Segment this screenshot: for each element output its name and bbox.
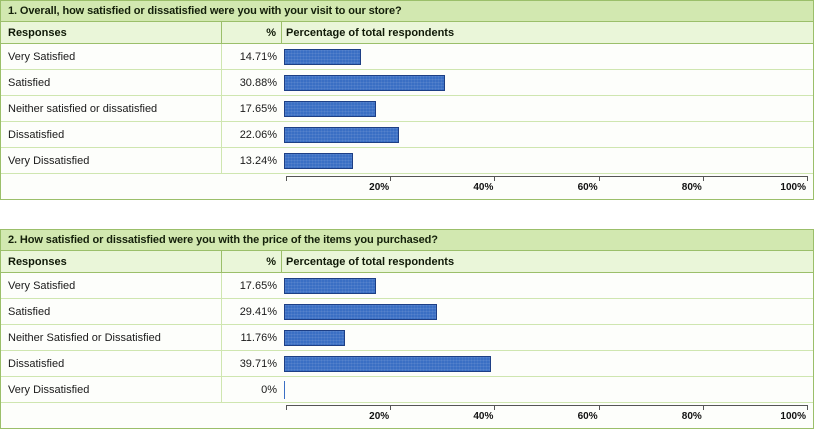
column-header-responses: Responses [1, 22, 222, 43]
response-label: Satisfied [1, 70, 222, 95]
response-percent: 30.88% [239, 76, 277, 89]
response-bar [284, 303, 438, 320]
axis-tick-label: 80% [681, 411, 702, 422]
table-row: Satisfied 30.88% [1, 70, 813, 96]
response-percent: 17.65% [239, 102, 277, 115]
question-header: 1. Overall, how satisfied or dissatisfie… [1, 1, 813, 22]
question-title: 2. How satisfied or dissatisfied were yo… [8, 234, 438, 246]
axis-tick [494, 176, 496, 181]
table-row: Very Satisfied 14.71% [1, 44, 813, 70]
response-bar [284, 48, 361, 65]
response-label: Satisfied [1, 299, 222, 324]
response-label: Neither Satisfied or Dissatisfied [1, 325, 222, 350]
response-bar [284, 380, 285, 399]
response-label: Very Dissatisfied [1, 377, 222, 402]
response-label: Very Satisfied [1, 44, 222, 69]
response-percent: 14.71% [239, 50, 277, 63]
response-bar [284, 126, 399, 143]
response-percent: 17.65% [239, 279, 277, 292]
question-title: 1. Overall, how satisfied or dissatisfie… [8, 5, 402, 17]
table-row: Satisfied 29.41% [1, 299, 813, 325]
response-label: Dissatisfied [1, 351, 222, 376]
column-header-percent: % [222, 22, 282, 43]
response-label: Very Dissatisfied [1, 148, 222, 173]
response-label: Neither satisfied or dissatisfied [1, 96, 222, 121]
table-row: Very Dissatisfied 0% [1, 377, 813, 403]
response-bar [284, 277, 376, 294]
response-rows: Very Satisfied 14.71% Satisfied 30.88% Neith… [1, 44, 813, 174]
table-row: Neither satisfied or dissatisfied 17.65% [1, 96, 813, 122]
table-row: Very Dissatisfied 13.24% [1, 148, 813, 174]
axis-row: 20% 40% 60% 80% 100% [1, 403, 813, 428]
axis-tick-label: 40% [473, 182, 494, 193]
survey-question-block: 1. Overall, how satisfied or dissatisfie… [0, 0, 814, 200]
response-percent: 0% [261, 383, 277, 396]
question-header: 2. How satisfied or dissatisfied were yo… [1, 230, 813, 251]
axis-tick [598, 176, 600, 181]
response-bar-cell [282, 299, 813, 324]
column-header-row: Responses % Percentage of total responde… [1, 251, 813, 273]
response-percent: 29.41% [239, 305, 277, 318]
axis-tick-label: 20% [369, 411, 390, 422]
axis-tick-label: 100% [780, 411, 806, 422]
response-label: Dissatisfied [1, 122, 222, 147]
response-label: Very Satisfied [1, 273, 222, 298]
axis-tick [390, 405, 392, 410]
response-percent: 13.24% [239, 154, 277, 167]
response-bar-cell [282, 96, 813, 121]
response-bar-cell [282, 148, 813, 173]
axis-tick [702, 405, 704, 410]
response-bar-cell [282, 44, 813, 69]
response-percent: 11.76% [240, 331, 278, 344]
axis-tick-label: 100% [780, 182, 806, 193]
response-bar [284, 152, 353, 169]
axis-tick-label: 60% [577, 182, 598, 193]
table-row: Dissatisfied 22.06% [1, 122, 813, 148]
column-header-chart: Percentage of total respondents [286, 26, 455, 39]
column-header-responses: Responses [1, 251, 222, 272]
axis-line [286, 405, 807, 406]
axis-tick-label: 80% [681, 182, 702, 193]
response-bar-cell [282, 122, 813, 147]
axis-tick [807, 176, 808, 181]
survey-question-block: 2. How satisfied or dissatisfied were yo… [0, 229, 814, 429]
table-row: Very Satisfied 17.65% [1, 273, 813, 299]
axis-tick-label: 60% [577, 411, 598, 422]
axis-tick-label: 40% [473, 411, 494, 422]
percentage-axis: 20% 40% 60% 80% 100% [286, 176, 808, 197]
column-header-chart: Percentage of total respondents [286, 255, 455, 268]
column-header-row: Responses % Percentage of total responde… [1, 22, 813, 44]
axis-tick [807, 405, 808, 410]
table-row: Neither Satisfied or Dissatisfied 11.76% [1, 325, 813, 351]
response-bar [284, 355, 491, 372]
response-bar-cell [282, 70, 813, 95]
axis-row: 20% 40% 60% 80% 100% [1, 174, 813, 199]
axis-tick [702, 176, 704, 181]
percentage-axis: 20% 40% 60% 80% 100% [286, 405, 808, 426]
response-bar-cell [282, 325, 813, 350]
response-bar-cell [282, 377, 813, 402]
table-row: Dissatisfied 39.71% [1, 351, 813, 377]
response-bar [284, 329, 346, 346]
axis-tick [494, 405, 496, 410]
axis-endcap [286, 176, 287, 181]
response-bar-cell [282, 351, 813, 376]
axis-endcap [286, 405, 287, 410]
response-bar [284, 100, 376, 117]
response-percent: 39.71% [239, 357, 277, 370]
response-bar [284, 74, 445, 91]
response-rows: Very Satisfied 17.65% Satisfied 29.41% Neith… [1, 273, 813, 403]
response-bar-cell [282, 273, 813, 298]
axis-line [286, 176, 807, 177]
axis-tick [598, 405, 600, 410]
response-percent: 22.06% [239, 128, 277, 141]
column-header-percent: % [222, 251, 282, 272]
axis-tick [390, 176, 392, 181]
axis-tick-label: 20% [369, 182, 390, 193]
